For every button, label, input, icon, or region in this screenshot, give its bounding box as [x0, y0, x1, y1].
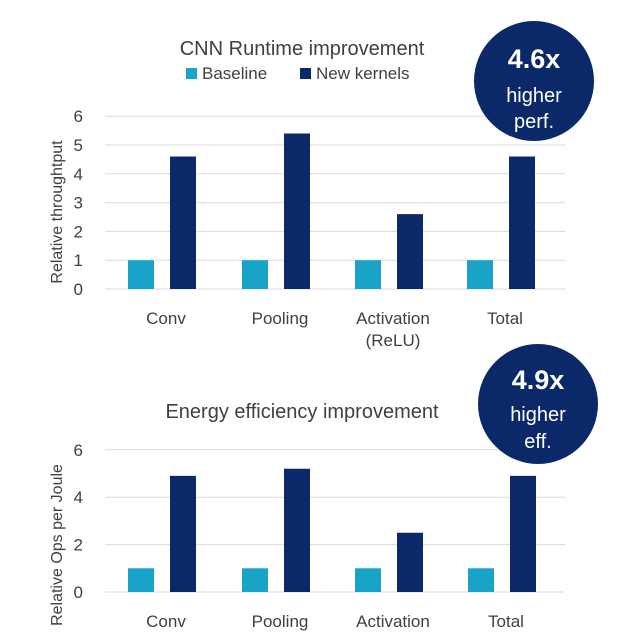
badge-line1: higher — [506, 85, 562, 107]
chart-title: Energy efficiency improvement — [165, 401, 439, 423]
legend-label-baseline: Baseline — [202, 64, 267, 83]
chart-title: CNN Runtime improvement — [180, 38, 425, 60]
x-tick-label: Pooling — [252, 612, 309, 631]
x-tick-label: (ReLU) — [366, 331, 421, 350]
bar-baseline — [128, 260, 154, 289]
y-tick-label: 2 — [74, 222, 83, 241]
x-tick-label: Total — [487, 309, 523, 328]
y-tick-label: 6 — [74, 107, 83, 126]
improvement-badge — [474, 21, 594, 141]
bar-baseline — [128, 568, 154, 592]
bar-new-kernels — [509, 156, 535, 289]
x-tick-label: Activation — [356, 612, 430, 631]
y-tick-label: 3 — [74, 194, 83, 213]
bar-baseline — [242, 568, 268, 592]
bar-baseline — [468, 568, 494, 592]
x-tick-label: Conv — [146, 309, 186, 328]
bar-baseline — [242, 260, 268, 289]
badge-value: 4.9x — [512, 365, 565, 395]
badge-line2: perf. — [514, 111, 554, 133]
y-tick-label: 1 — [74, 251, 83, 270]
bar-new-kernels — [510, 475, 536, 592]
legend-label-new-kernels: New kernels — [316, 64, 410, 83]
legend-swatch-new-kernels — [300, 68, 311, 79]
bar-new-kernels — [284, 133, 310, 289]
y-tick-label: 0 — [74, 280, 83, 299]
x-tick-label: Pooling — [252, 309, 309, 328]
y-tick-label: 4 — [74, 165, 83, 184]
y-tick-label: 4 — [74, 488, 83, 507]
x-tick-label: Activation — [356, 309, 430, 328]
bar-baseline — [355, 260, 381, 289]
y-axis-label: Relative Ops per Joule — [49, 464, 66, 626]
y-tick-label: 5 — [74, 136, 83, 155]
bar-new-kernels — [170, 475, 196, 592]
y-tick-label: 2 — [74, 536, 83, 555]
badge-line2: eff. — [524, 431, 551, 453]
y-tick-label: 0 — [74, 583, 83, 602]
x-tick-label: Total — [488, 612, 524, 631]
bar-new-kernels — [170, 156, 196, 289]
improvement-badge — [478, 344, 598, 464]
bar-baseline — [355, 568, 381, 592]
badge-value: 4.6x — [508, 44, 561, 74]
bar-new-kernels — [284, 468, 310, 592]
legend-swatch-baseline — [186, 68, 197, 79]
bar-new-kernels — [397, 532, 423, 592]
bar-new-kernels — [397, 214, 423, 289]
y-axis-label: Relative throughtput — [49, 140, 66, 284]
badge-line1: higher — [510, 404, 566, 426]
x-tick-label: Conv — [146, 612, 186, 631]
bar-baseline — [467, 260, 493, 289]
y-tick-label: 6 — [74, 441, 83, 460]
